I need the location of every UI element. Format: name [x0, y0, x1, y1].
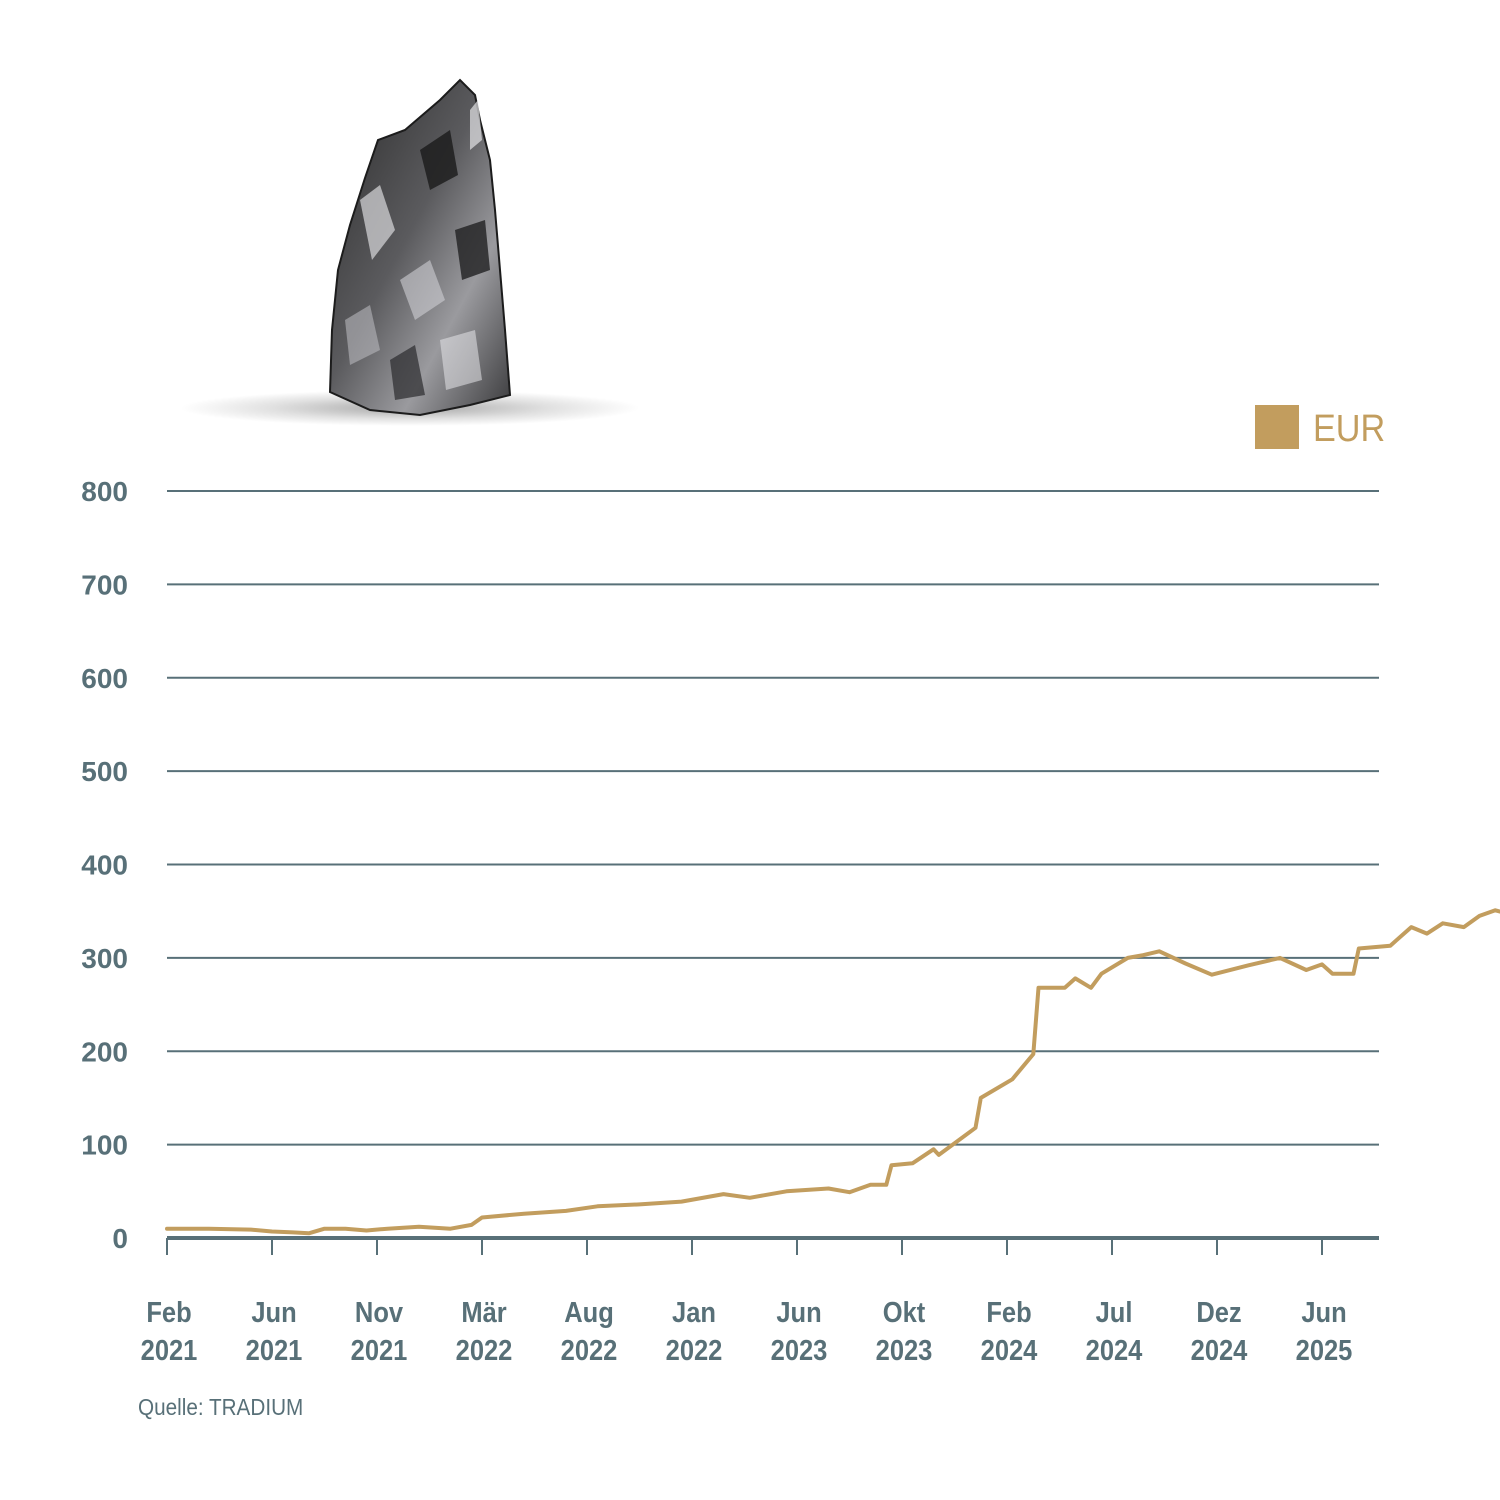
y-tick-label: 400	[81, 850, 128, 881]
y-tick-label: 600	[81, 663, 128, 694]
x-tick-month: Jan	[672, 1295, 716, 1328]
y-tick-label: 200	[81, 1036, 128, 1067]
y-tick-label: 100	[81, 1130, 128, 1161]
x-tick-year: 2024	[1086, 1333, 1143, 1366]
x-tick-year: 2024	[981, 1333, 1038, 1366]
x-tick-label: Jun 2023	[771, 1295, 828, 1366]
x-tick-label: Jun 2025	[1296, 1295, 1353, 1366]
x-tick-month: Jun	[1301, 1295, 1346, 1328]
x-tick-label: Dez 2024	[1191, 1295, 1248, 1366]
x-tick-year: 2022	[561, 1333, 618, 1366]
x-tick-labels: Feb 2021 Jun 2021 Nov 2021 Mär 2022 Aug 2022 Jan 20…	[141, 1295, 1353, 1366]
x-tick-label: Jun 2021	[246, 1295, 303, 1366]
series-lines	[165, 908, 1500, 1236]
legend-swatch-eur	[1255, 405, 1299, 449]
x-tick-year: 2021	[141, 1333, 198, 1366]
x-tick-month: Nov	[355, 1295, 404, 1328]
y-axis: 800 700 600 500 400 300 200 100 0	[81, 476, 128, 1254]
x-tick-month: Aug	[564, 1295, 614, 1328]
x-axis	[166, 1236, 1379, 1255]
x-tick-label: Nov 2021	[351, 1295, 408, 1366]
x-tick-month: Feb	[146, 1295, 191, 1328]
x-tick-year: 2022	[456, 1333, 513, 1366]
y-tick-label: 800	[81, 476, 128, 507]
x-tick-month: Jul	[1096, 1295, 1133, 1328]
x-tick-month: Jun	[776, 1295, 821, 1328]
x-tick-label: Jan 2022	[666, 1295, 723, 1366]
x-tick-month: Dez	[1196, 1295, 1241, 1328]
gridlines	[167, 490, 1379, 1146]
x-tick-label: Jul 2024	[1086, 1295, 1143, 1366]
x-tick-label: Okt 2023	[876, 1295, 933, 1366]
x-tick-month: Okt	[883, 1295, 926, 1328]
x-tick-year: 2025	[1296, 1333, 1353, 1366]
x-tick-label: Aug 2022	[561, 1295, 618, 1366]
x-tick-label: Mär 2022	[456, 1295, 513, 1366]
y-tick-label: 500	[81, 756, 128, 787]
y-tick-label: 0	[112, 1223, 128, 1254]
series-line-eur	[165, 908, 1500, 1236]
source-note: Quelle: TRADIUM	[138, 1394, 304, 1420]
x-tick-year: 2022	[666, 1333, 723, 1366]
x-tick-year: 2021	[351, 1333, 408, 1366]
y-tick-label: 700	[81, 569, 128, 600]
x-tick-month: Mär	[461, 1295, 507, 1328]
x-tick-month: Jun	[251, 1295, 296, 1328]
legend: EUR	[1255, 405, 1385, 449]
x-tick-label: Feb 2024	[981, 1295, 1038, 1366]
x-tick-month: Feb	[986, 1295, 1031, 1328]
x-tick-year: 2023	[876, 1333, 933, 1366]
metal-ore-icon	[180, 78, 640, 426]
x-tick-year: 2021	[246, 1333, 303, 1366]
x-tick-label: Feb 2021	[141, 1295, 198, 1366]
legend-label-eur: EUR	[1313, 406, 1385, 449]
x-tick-year: 2024	[1191, 1333, 1248, 1366]
x-tick-year: 2023	[771, 1333, 828, 1366]
y-tick-label: 300	[81, 943, 128, 974]
